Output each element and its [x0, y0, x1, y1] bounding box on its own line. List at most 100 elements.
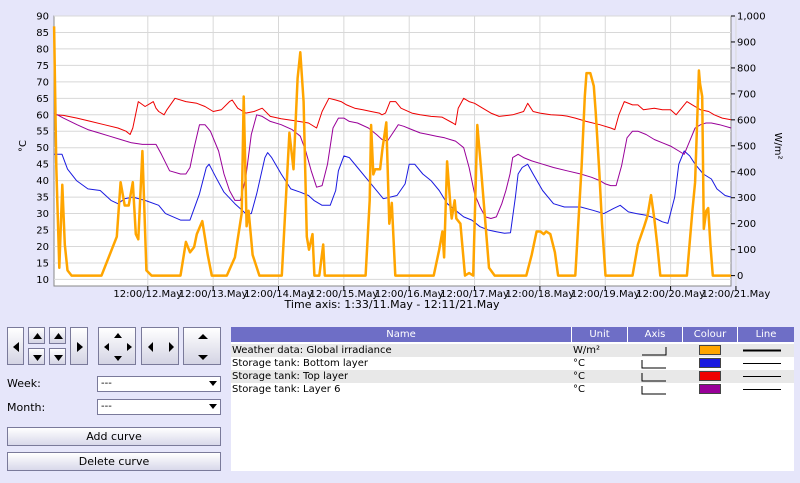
header-unit[interactable]: Unit — [572, 327, 628, 342]
plot-area — [53, 15, 732, 287]
zoom-out-x-button[interactable] — [49, 348, 66, 365]
up-arrow-icon — [54, 333, 63, 339]
y-right-tick-label: 1,000 — [737, 12, 766, 23]
x-tick-label: 12:00/21.May — [702, 289, 771, 300]
pan-button[interactable] — [98, 327, 136, 365]
x-tick-label: 12:00/13.May — [179, 289, 248, 300]
chevron-down-icon — [209, 381, 217, 386]
left-right-arrows-icon — [148, 342, 174, 352]
x-tick-label: 12:00/18.May — [506, 289, 575, 300]
y-left-tick-label: 85 — [36, 28, 49, 39]
y-right-tick-label: 500 — [737, 141, 756, 152]
table-row[interactable]: Weather data: Global irradiance W/m² — [231, 344, 794, 357]
y-right-tick-label: 600 — [737, 115, 756, 126]
series-line — [53, 112, 732, 219]
y-left-tick-label: 55 — [36, 127, 49, 138]
y-left-tick-label: 20 — [36, 242, 49, 253]
axes: 90 85 80 75 70 65 60 55 50 45 40 35 30 25 20 15 10 1,000 9… — [36, 12, 770, 301]
zoom-in-x-button[interactable] — [49, 327, 66, 344]
y-left-tick-label: 15 — [36, 258, 49, 269]
y-left-tick-label: 45 — [36, 160, 49, 171]
table-row[interactable]: Storage tank: Bottom layer °C — [231, 357, 794, 370]
right-arrow-icon — [77, 342, 83, 352]
row-unit: °C — [573, 384, 585, 395]
x-tick-label: 12:00/17.May — [440, 289, 509, 300]
four-arrows-icon — [104, 333, 132, 361]
y-left-tick-label: 25 — [36, 226, 49, 237]
thin-line-icon[interactable] — [743, 370, 783, 383]
y-axis-label-right: W/m² — [772, 132, 783, 159]
left-arrow-icon — [13, 342, 19, 352]
y-left-tick-label: 75 — [36, 61, 49, 72]
y-left-tick-label: 10 — [36, 275, 49, 286]
y-left-tick-label: 40 — [36, 176, 49, 187]
header-colour[interactable]: Colour — [683, 327, 738, 342]
row-name: Storage tank: Bottom layer — [232, 358, 368, 369]
y-right-tick-label: 900 — [737, 37, 756, 48]
zoom-out-y-button[interactable] — [28, 348, 45, 365]
down-arrow-icon — [33, 355, 42, 361]
y-right-tick-label: 100 — [737, 245, 756, 256]
y-right-tick-label: 0 — [737, 271, 743, 282]
colour-swatch[interactable] — [699, 345, 721, 355]
left-axis-icon — [641, 373, 666, 382]
chevron-down-icon — [209, 404, 217, 409]
vertical-scroll-button[interactable] — [183, 327, 221, 365]
header-name[interactable]: Name — [231, 327, 572, 342]
right-axis-icon — [642, 347, 667, 356]
x-axis-label: Time axis: 1:33/11.May - 12:11/21.May — [284, 298, 500, 311]
x-tick-label: 12:00/20.May — [636, 289, 705, 300]
left-axis-icon — [641, 360, 666, 369]
series-line — [54, 97, 732, 135]
row-unit: °C — [573, 371, 585, 382]
month-label: Month: — [7, 401, 46, 414]
thick-line-icon[interactable] — [743, 344, 783, 357]
curve-table: Name Unit Axis Colour Line Weather data:… — [231, 327, 794, 471]
y-right-tick-label: 800 — [737, 63, 756, 74]
y-right-tick-label: 300 — [737, 193, 756, 204]
chart: 90 85 80 75 70 65 60 55 50 45 40 35 30 25 20 15 10 1,000 9… — [18, 12, 783, 312]
colour-swatch[interactable] — [699, 371, 721, 381]
x-tick-label: 12:00/15.May — [309, 289, 378, 300]
horizontal-scroll-button[interactable] — [141, 327, 179, 365]
month-select-value: --- — [101, 401, 112, 412]
scroll-left-button[interactable] — [7, 327, 24, 365]
header-axis[interactable]: Axis — [628, 327, 683, 342]
y-right-tick-label: 200 — [737, 219, 756, 230]
row-name: Weather data: Global irradiance — [232, 345, 392, 356]
table-row[interactable]: Storage tank: Layer 6 °C — [231, 383, 794, 396]
series-group — [52, 26, 732, 277]
add-curve-button[interactable]: Add curve — [7, 427, 221, 446]
row-name: Storage tank: Top layer — [232, 371, 349, 382]
row-unit: °C — [573, 358, 585, 369]
y-right-tick-label: 700 — [737, 89, 756, 100]
colour-swatch[interactable] — [699, 358, 721, 368]
x-tick-label: 12:00/14.May — [244, 289, 313, 300]
zoom-in-y-button[interactable] — [28, 327, 45, 344]
y-left-tick-label: 90 — [36, 12, 49, 23]
row-name: Storage tank: Layer 6 — [232, 384, 341, 395]
x-tick-label: 12:00/12.May — [113, 289, 182, 300]
y-axis-label-left: °C — [18, 140, 29, 152]
y-left-tick-label: 35 — [36, 193, 49, 204]
thin-line-icon[interactable] — [743, 383, 783, 396]
scroll-right-button[interactable] — [70, 327, 88, 365]
delete-curve-button[interactable]: Delete curve — [7, 452, 221, 471]
month-select[interactable]: --- — [97, 399, 221, 415]
header-line[interactable]: Line — [738, 327, 794, 342]
x-tick-label: 12:00/19.May — [571, 289, 640, 300]
up-down-arrows-icon — [198, 334, 208, 360]
y-left-tick-label: 50 — [36, 143, 49, 154]
left-axis-icon — [641, 386, 666, 395]
week-select[interactable]: --- — [97, 376, 221, 392]
y-left-tick-label: 80 — [36, 44, 49, 55]
y-left-tick-label: 60 — [36, 110, 49, 121]
table-row[interactable]: Storage tank: Top layer °C — [231, 370, 794, 383]
thin-line-icon[interactable] — [743, 357, 783, 370]
y-left-tick-label: 30 — [36, 209, 49, 220]
week-label: Week: — [7, 377, 41, 390]
up-arrow-icon — [33, 333, 42, 339]
colour-swatch[interactable] — [699, 384, 721, 394]
down-arrow-icon — [54, 355, 63, 361]
y-left-tick-label: 70 — [36, 77, 49, 88]
